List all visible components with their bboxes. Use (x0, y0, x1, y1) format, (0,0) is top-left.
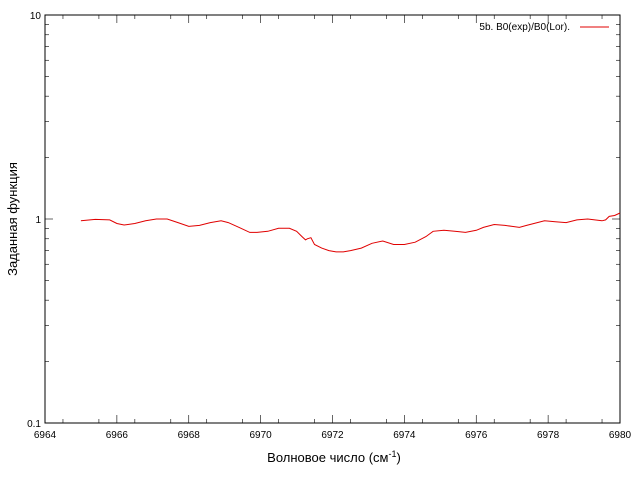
y-tick-label: 0.1 (27, 419, 41, 430)
x-axis-title-main: Волновое число (см (267, 450, 388, 465)
x-axis-title: Волновое число (см-1) (267, 449, 401, 465)
y-tick-label: 10 (30, 11, 42, 22)
x-tick-label: 6978 (537, 430, 560, 441)
x-tick-label: 6968 (178, 430, 201, 441)
legend: 5b. B0(exp)/B0(Lor). (479, 22, 609, 33)
x-axis-title-superscript: -1 (388, 449, 396, 459)
legend-entry-label: 5b. B0(exp)/B0(Lor). (479, 22, 570, 33)
x-tick-label: 6976 (465, 430, 488, 441)
series-layer (80, 212, 621, 253)
series-line (80, 212, 621, 253)
x-axis-title-suffix: ) (397, 450, 401, 465)
x-tick-label: 6970 (250, 430, 273, 441)
ticks-layer: 6964 6966 6968 6970 6972 6974 6976 6978 6980 0.1 1… (27, 11, 631, 441)
x-tick-label: 6964 (34, 430, 57, 441)
x-tick-label: 6974 (393, 430, 416, 441)
y-tick-label: 1 (35, 215, 41, 226)
x-tick-label: 6966 (106, 430, 129, 441)
x-tick-label: 6980 (609, 430, 632, 441)
x-tick-label: 6972 (321, 430, 344, 441)
y-axis-title: Заданная функция (5, 162, 20, 276)
